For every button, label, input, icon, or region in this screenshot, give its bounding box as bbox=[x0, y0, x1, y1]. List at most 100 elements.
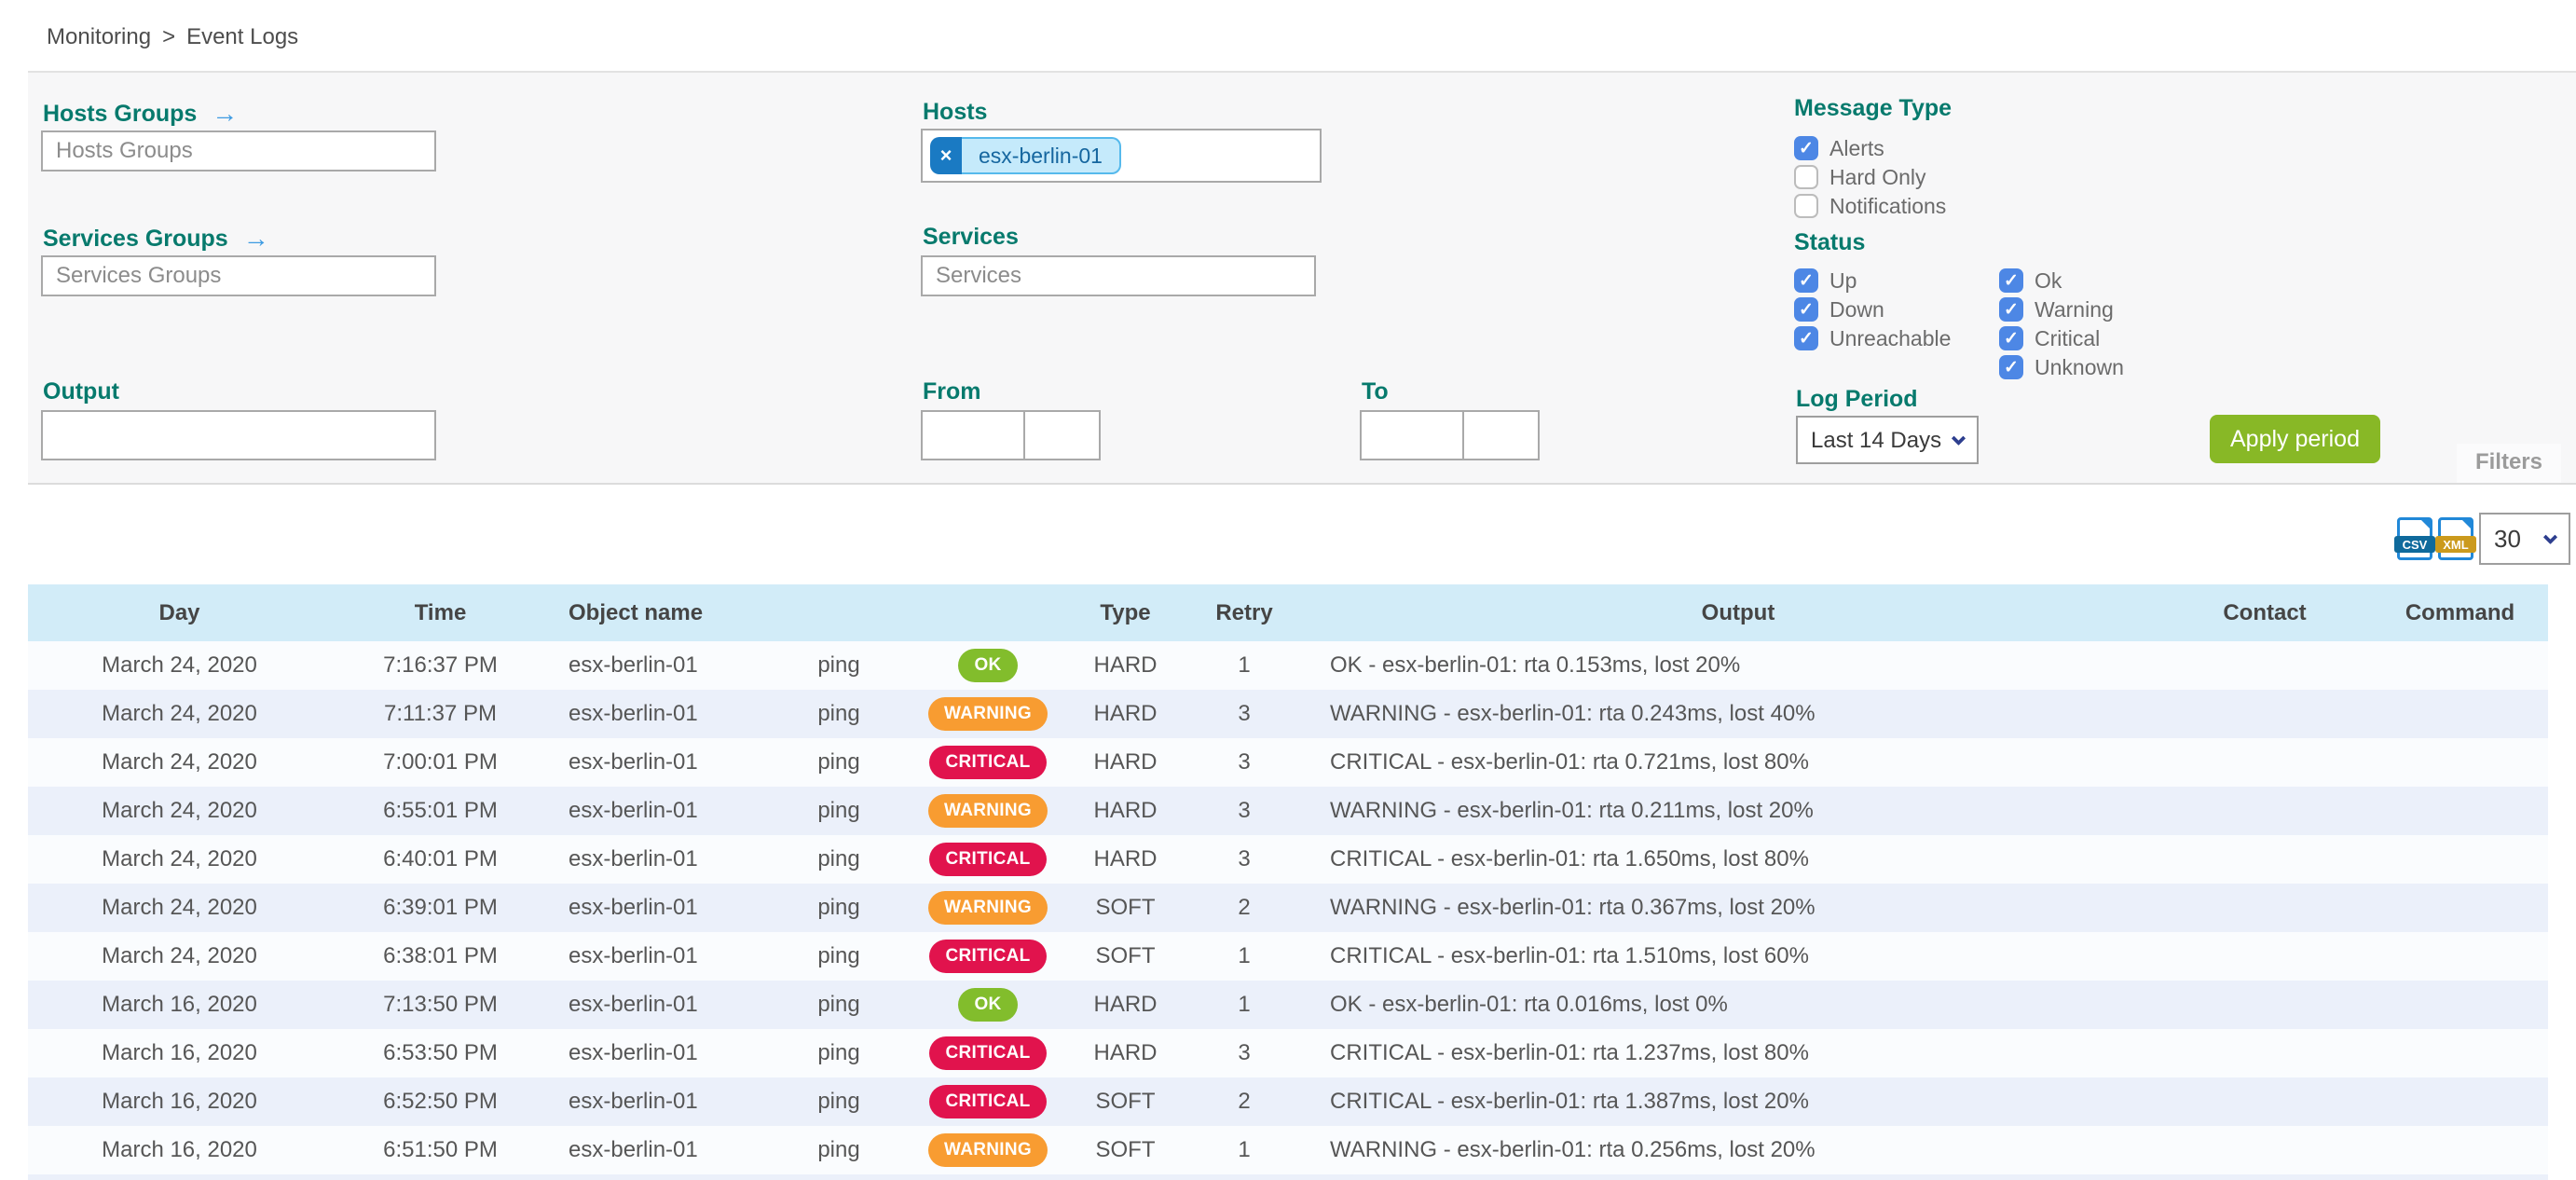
hosts-input[interactable]: × esx-berlin-01 bbox=[921, 129, 1322, 183]
cell-time: 7:00:01 PM bbox=[383, 749, 498, 775]
cell-status: WARNING bbox=[895, 787, 1081, 835]
checkbox-label: Notifications bbox=[1829, 193, 1947, 218]
cell-day: March 24, 2020 bbox=[102, 701, 257, 726]
cell-service: ping bbox=[817, 701, 860, 726]
output-label: Output bbox=[43, 378, 119, 405]
cell-contact bbox=[2158, 1126, 2372, 1174]
checkbox-hard-only[interactable]: Hard Only bbox=[1794, 165, 1946, 189]
checkbox-checked-icon[interactable]: ✓ bbox=[1999, 268, 2023, 293]
cell-command bbox=[2372, 690, 2548, 738]
checkbox-alerts[interactable]: ✓ Alerts bbox=[1794, 136, 1946, 160]
to-date-input[interactable] bbox=[1360, 410, 1464, 460]
checkbox-checked-icon[interactable]: ✓ bbox=[1794, 297, 1818, 322]
cell-status: OK bbox=[895, 641, 1081, 690]
cell-object-name: esx-berlin-01 bbox=[569, 846, 698, 871]
cell-contact bbox=[2158, 641, 2372, 690]
cell-retry: 1 bbox=[1238, 1137, 1251, 1162]
cell-output: WARNING - esx-berlin-01: rta 0.243ms, lo… bbox=[1330, 701, 1816, 726]
cell-status: CRITICAL bbox=[895, 1029, 1081, 1077]
cell-object-name: esx-berlin-01 bbox=[569, 895, 698, 920]
checkbox-checked-icon[interactable]: ✓ bbox=[1999, 297, 2023, 322]
cell-service: ping bbox=[817, 1040, 860, 1065]
checkbox-critical[interactable]: ✓ Critical bbox=[1999, 326, 2124, 350]
apply-period-button[interactable]: Apply period bbox=[2210, 415, 2380, 463]
cell-object-name: esx-berlin-01 bbox=[569, 1137, 698, 1162]
cell-contact bbox=[2158, 835, 2372, 884]
from-date-input[interactable] bbox=[921, 410, 1025, 460]
cell-output: CRITICAL - esx-berlin-01: rta 1.387ms, l… bbox=[1330, 1089, 1809, 1114]
output-input[interactable] bbox=[41, 410, 436, 460]
cell-type: SOFT bbox=[1095, 1137, 1156, 1162]
status-badge: OK bbox=[958, 988, 1018, 1022]
table-row: March 16, 2020 6:52:50 PM esx-berlin-01 pin… bbox=[28, 1077, 2548, 1126]
checkbox-unknown[interactable]: ✓ Unknown bbox=[1999, 355, 2124, 379]
checkbox-checked-icon[interactable]: ✓ bbox=[1999, 355, 2023, 379]
table-row: March 24, 2020 7:00:01 PM esx-berlin-01 pin… bbox=[28, 738, 2548, 787]
cell-type: HARD bbox=[1093, 1040, 1158, 1065]
cell-contact bbox=[2158, 981, 2372, 1029]
checkbox-unchecked-icon[interactable] bbox=[1794, 194, 1818, 218]
cell-command bbox=[2372, 981, 2548, 1029]
chip-remove-icon[interactable]: × bbox=[930, 137, 962, 174]
checkbox-label: Ok bbox=[2035, 268, 2062, 293]
table-row: March 24, 2020 7:11:37 PM esx-berlin-01 pin… bbox=[28, 690, 2548, 738]
checkbox-warning[interactable]: ✓ Warning bbox=[1999, 297, 2124, 322]
cell-day: March 24, 2020 bbox=[102, 652, 257, 678]
checkbox-checked-icon[interactable]: ✓ bbox=[1794, 326, 1818, 350]
status-group-hosts: ✓ Up ✓ Down ✓ Unreachable bbox=[1794, 268, 1951, 355]
arrow-right-icon[interactable]: → bbox=[242, 224, 269, 253]
page-size-select[interactable]: 30 bbox=[2479, 513, 2570, 565]
cell-type: HARD bbox=[1093, 701, 1158, 726]
services-groups-label: Services Groups → bbox=[43, 224, 269, 253]
status-badge: WARNING bbox=[928, 697, 1048, 731]
status-badge: OK bbox=[958, 649, 1018, 682]
table-row: March 16, 2020 6:51:50 PM esx-berlin-01 pin… bbox=[28, 1126, 2548, 1174]
cell-retry: 3 bbox=[1238, 846, 1251, 871]
checkbox-checked-icon[interactable]: ✓ bbox=[1794, 136, 1818, 160]
checkbox-unreachable[interactable]: ✓ Unreachable bbox=[1794, 326, 1951, 350]
checkbox-ok[interactable]: ✓ Ok bbox=[1999, 268, 2124, 293]
table-row: March 16, 2020 7:13:50 PM esx-berlin-01 pin… bbox=[28, 981, 2548, 1029]
export-xml-icon[interactable]: XML bbox=[2435, 517, 2476, 560]
cell-command bbox=[2372, 835, 2548, 884]
hosts-groups-input[interactable] bbox=[41, 130, 436, 172]
cell-time: 6:38:01 PM bbox=[383, 943, 498, 968]
event-log-table: Day Time Object name Type Retry Output Contact… bbox=[28, 584, 2548, 1180]
column-header-type: Type bbox=[1100, 599, 1151, 625]
checkbox-checked-icon[interactable]: ✓ bbox=[1999, 326, 2023, 350]
cell-object-name: esx-berlin-01 bbox=[569, 1089, 698, 1114]
table-body: March 24, 2020 7:16:37 PM esx-berlin-01 pin… bbox=[28, 641, 2548, 1174]
cell-status: CRITICAL bbox=[895, 738, 1081, 787]
cell-command bbox=[2372, 1077, 2548, 1126]
cell-command bbox=[2372, 787, 2548, 835]
cell-contact bbox=[2158, 1077, 2372, 1126]
arrow-right-icon[interactable]: → bbox=[212, 99, 239, 128]
services-groups-input[interactable] bbox=[41, 255, 436, 296]
file-fold-icon bbox=[2461, 519, 2472, 529]
to-label: To bbox=[1362, 378, 1389, 405]
to-time-input[interactable] bbox=[1462, 410, 1540, 460]
checkbox-unchecked-icon[interactable] bbox=[1794, 165, 1818, 189]
services-input[interactable] bbox=[921, 255, 1316, 296]
cell-output: OK - esx-berlin-01: rta 0.153ms, lost 20… bbox=[1330, 652, 1741, 678]
checkbox-checked-icon[interactable]: ✓ bbox=[1794, 268, 1818, 293]
cell-retry: 3 bbox=[1238, 1040, 1251, 1065]
filters-tab[interactable]: Filters bbox=[2456, 444, 2561, 483]
cell-object-name: esx-berlin-01 bbox=[569, 1040, 698, 1065]
status-label: Status bbox=[1794, 229, 1866, 255]
breadcrumb-monitoring[interactable]: Monitoring bbox=[47, 24, 152, 49]
cell-type: HARD bbox=[1093, 992, 1158, 1017]
checkbox-down[interactable]: ✓ Down bbox=[1794, 297, 1951, 322]
table-header-row: Day Time Object name Type Retry Output Contact… bbox=[28, 584, 2548, 641]
breadcrumb: Monitoring > Event Logs bbox=[47, 24, 298, 50]
host-chip: × esx-berlin-01 bbox=[930, 137, 1121, 174]
log-period-select[interactable]: Last 14 Days bbox=[1796, 416, 1979, 464]
checkbox-label: Unknown bbox=[2035, 354, 2124, 379]
cell-type: SOFT bbox=[1095, 1089, 1156, 1114]
export-csv-icon[interactable]: CSV bbox=[2394, 517, 2435, 560]
checkbox-up[interactable]: ✓ Up bbox=[1794, 268, 1951, 293]
checkbox-notifications[interactable]: Notifications bbox=[1794, 194, 1946, 218]
cell-object-name: esx-berlin-01 bbox=[569, 749, 698, 775]
from-time-input[interactable] bbox=[1023, 410, 1101, 460]
table-row: March 24, 2020 6:39:01 PM esx-berlin-01 pin… bbox=[28, 884, 2548, 932]
